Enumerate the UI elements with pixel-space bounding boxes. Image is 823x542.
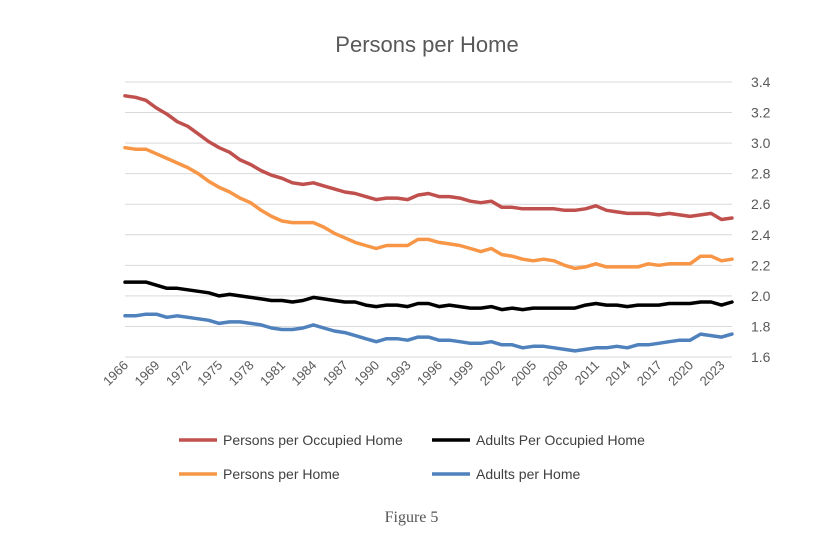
legend-label: Persons per Occupied Home [223, 432, 403, 448]
x-tick-label: 1993 [383, 358, 414, 389]
y-tick-label: 3.2 [751, 105, 771, 121]
x-tick-label: 1969 [131, 358, 162, 389]
grid [125, 81, 732, 358]
y-tick-label: 2.0 [751, 288, 771, 304]
legend: Persons per Occupied Home Adults Per Occu… [179, 432, 645, 482]
x-tick-label: 2014 [602, 358, 633, 389]
legend-label: Adults per Home [476, 466, 580, 482]
x-tick-label: 1990 [351, 358, 382, 389]
series-lines [123, 94, 734, 353]
x-tick-label: 1987 [320, 358, 351, 389]
x-tick-label: 2002 [477, 358, 508, 389]
x-tick-label: 2023 [697, 358, 728, 389]
x-tick-label: 2005 [508, 358, 539, 389]
x-tick-label: 1966 [100, 358, 131, 389]
legend-item: Persons per Home [179, 466, 340, 482]
legend-label: Adults Per Occupied Home [476, 432, 645, 448]
y-tick-label: 2.4 [751, 227, 771, 243]
y-tick-label: 2.6 [751, 196, 771, 212]
x-tick-label: 1978 [226, 358, 257, 389]
x-tick-label: 1975 [194, 358, 225, 389]
x-tick-label: 1981 [257, 358, 288, 389]
y-tick-label: 2.2 [751, 257, 771, 273]
legend-label: Persons per Home [223, 466, 340, 482]
series-line [123, 145, 734, 271]
y-axis: 1.6 1.8 2.0 2.2 2.4 2.6 2.8 3.0 3.2 3.4 [751, 74, 771, 365]
figure-caption: Figure 5 [384, 509, 439, 526]
y-tick-label: 2.8 [751, 166, 771, 182]
y-tick-label: 3.0 [751, 135, 771, 151]
chart: Persons per Home 1.6 1.8 2.0 2.2 2.4 2.6 2.8 3.… [100, 32, 771, 482]
x-tick-label: 2017 [634, 358, 665, 389]
legend-item: Adults Per Occupied Home [432, 432, 645, 448]
y-tick-label: 3.4 [751, 74, 771, 90]
chart-title: Persons per Home [335, 32, 518, 57]
x-tick-label: 2011 [572, 358, 602, 388]
x-tick-label: 1999 [445, 358, 476, 389]
series-line [123, 280, 734, 312]
series-line [123, 312, 734, 353]
x-tick-label: 1972 [163, 358, 194, 389]
x-axis: 1966 1969 1972 1975 1978 1981 1984 1987 1990 1993… [100, 358, 728, 389]
y-tick-label: 1.6 [751, 349, 771, 365]
x-tick-label: 2020 [665, 358, 696, 389]
y-tick-label: 1.8 [751, 318, 771, 334]
series-line [123, 94, 734, 222]
x-tick-label: 1984 [288, 358, 319, 389]
legend-item: Adults per Home [432, 466, 580, 482]
x-tick-label: 2008 [540, 358, 571, 389]
legend-item: Persons per Occupied Home [179, 432, 403, 448]
x-tick-label: 1996 [414, 358, 445, 389]
